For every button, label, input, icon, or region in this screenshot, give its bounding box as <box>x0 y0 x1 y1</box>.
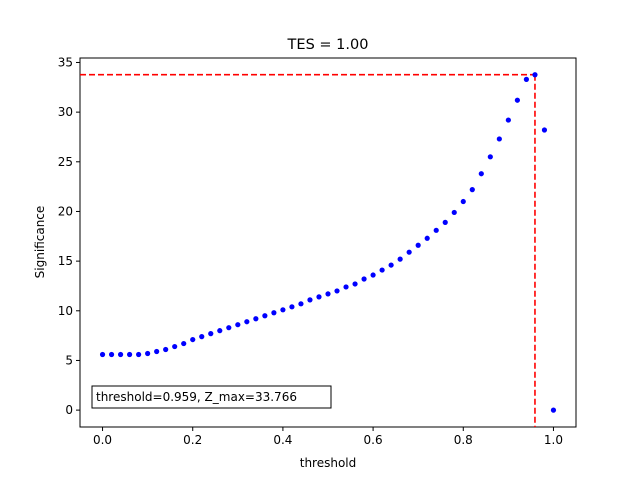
data-point <box>550 407 557 413</box>
data-point <box>415 242 421 248</box>
data-point <box>145 350 151 357</box>
data-point <box>289 304 295 310</box>
data-point <box>117 351 124 358</box>
data-point <box>442 219 448 225</box>
data-point <box>226 325 232 331</box>
x-tick-label: 0.2 <box>183 433 202 447</box>
data-point <box>307 297 313 303</box>
y-axis-ticks: 0 5 10 15 20 25 30 35 <box>58 55 80 417</box>
data-point <box>163 346 169 353</box>
data-point <box>127 351 133 358</box>
data-point <box>181 340 187 347</box>
x-tick-label: 1.0 <box>544 433 563 447</box>
data-point <box>370 272 376 278</box>
annotation-text: threshold=0.959, Z_max=33.766 <box>96 390 297 404</box>
x-axis-ticks: 0.0 0.2 0.4 0.6 0.8 1.0 <box>93 427 563 447</box>
data-point <box>496 136 502 142</box>
data-point <box>451 209 457 216</box>
data-point <box>406 249 412 255</box>
y-tick-label: 20 <box>58 204 73 218</box>
data-point <box>280 307 286 313</box>
data-point <box>388 262 394 268</box>
data-point <box>397 256 403 262</box>
data-point <box>253 316 259 322</box>
data-point <box>433 227 439 233</box>
y-tick-label: 30 <box>58 105 73 119</box>
data-point <box>208 331 214 337</box>
data-point <box>469 187 475 193</box>
data-point <box>190 336 196 343</box>
x-tick-label: 0.6 <box>364 433 383 447</box>
data-point <box>541 127 548 133</box>
data-point <box>172 343 178 350</box>
data-point <box>136 351 142 358</box>
data-point <box>99 351 106 358</box>
data-point <box>325 291 331 297</box>
x-tick-label: 0.0 <box>93 433 112 447</box>
data-point <box>514 97 520 103</box>
data-point <box>108 351 115 358</box>
data-point <box>244 319 250 325</box>
y-tick-label: 35 <box>58 55 73 69</box>
data-point <box>352 281 358 287</box>
data-point <box>361 276 367 282</box>
data-point <box>334 288 340 294</box>
y-tick-label: 15 <box>58 254 73 268</box>
data-point <box>478 171 484 177</box>
data-point <box>523 76 530 82</box>
data-point <box>199 334 205 340</box>
data-point <box>298 301 304 307</box>
x-axis-label: threshold <box>300 456 357 470</box>
axes-frame <box>79 57 577 428</box>
data-point <box>262 313 268 319</box>
data-point <box>460 198 466 205</box>
y-axis-label: Significance <box>33 206 47 279</box>
data-point <box>379 267 385 273</box>
x-tick-label: 0.8 <box>454 433 473 447</box>
y-tick-label: 25 <box>58 155 73 169</box>
data-point <box>487 154 493 160</box>
data-point <box>217 328 223 334</box>
y-tick-label: 10 <box>58 304 73 318</box>
x-tick-label: 0.4 <box>273 433 292 447</box>
data-point <box>271 310 277 316</box>
data-point <box>532 72 538 78</box>
data-point <box>343 284 349 290</box>
data-point <box>154 348 160 355</box>
data-point <box>235 322 241 328</box>
data-point <box>316 294 322 300</box>
data-point <box>424 235 430 241</box>
annotation-box: threshold=0.959, Z_max=33.766 <box>91 385 332 409</box>
plot-area <box>79 57 577 428</box>
annotation-frame <box>91 385 332 409</box>
chart-title: TES = 1.00 <box>287 37 369 53</box>
data-point <box>505 117 511 123</box>
y-tick-label: 0 <box>65 403 73 417</box>
y-tick-label: 5 <box>65 353 73 367</box>
